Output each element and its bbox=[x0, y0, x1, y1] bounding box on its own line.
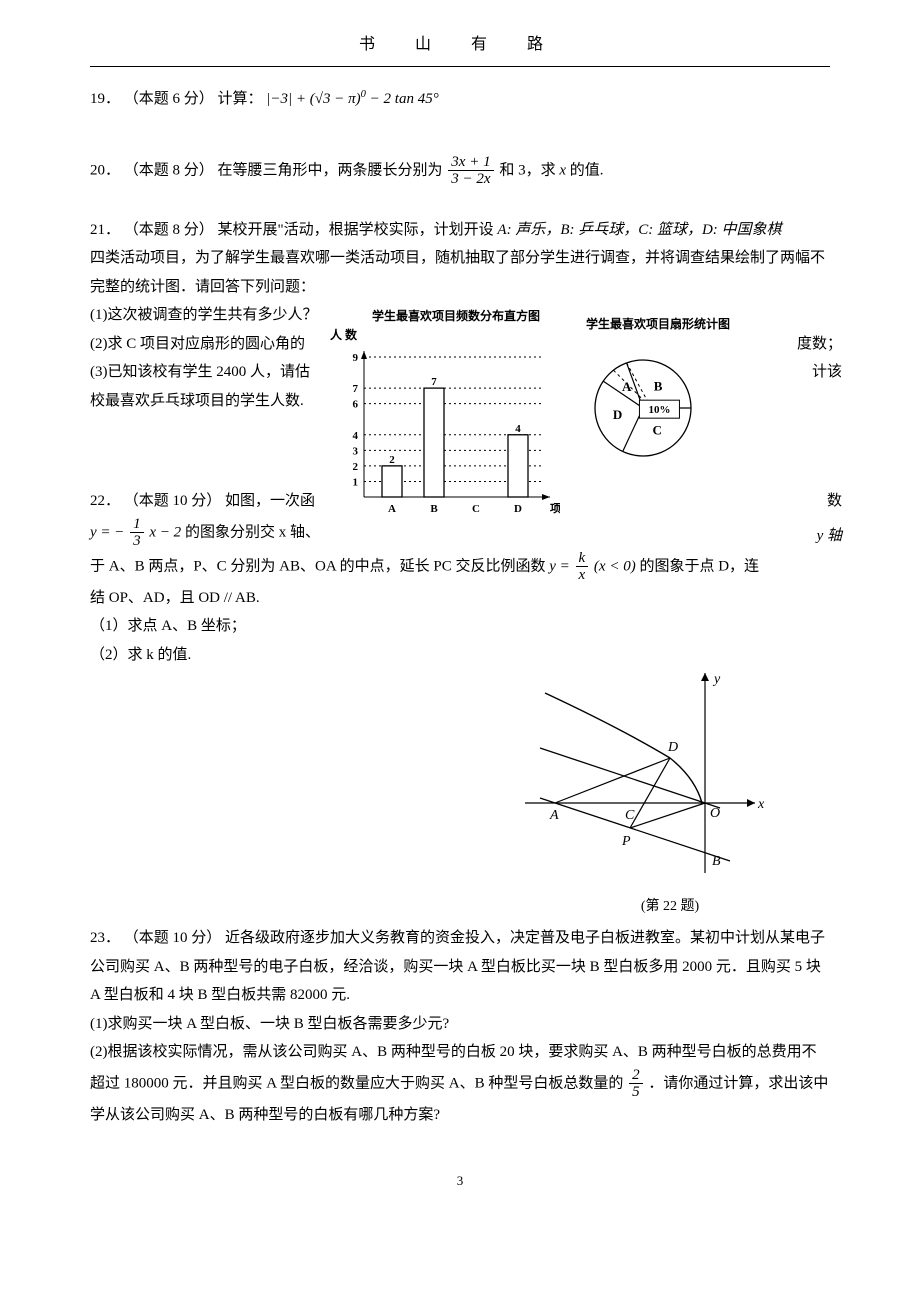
q22-frac2: k x bbox=[576, 550, 589, 584]
q21-points: （本题 8 分） bbox=[124, 222, 214, 238]
q20-points: （本题 8 分） bbox=[124, 162, 214, 178]
q21-l2: 四类活动项目，为了解学生最喜欢哪一类活动项目，随机抽取了部分学生进行调查，并将调… bbox=[90, 244, 830, 301]
q22-eq2cond: (x < 0) bbox=[594, 558, 636, 574]
question-23: 23． （本题 10 分） 近各级政府逐步加大义务教育的资金投入，决定普及电子白… bbox=[90, 924, 830, 1129]
pie-chart-svg: B C DA 10% bbox=[568, 336, 748, 506]
svg-text:6: 6 bbox=[353, 399, 359, 411]
question-19: 19． （本题 6 分） 计算： |−3| + (√3 − π)0 − 2 ta… bbox=[90, 85, 830, 114]
svg-text:2: 2 bbox=[353, 461, 359, 473]
q23-fn: 2 bbox=[629, 1067, 643, 1085]
q22-frac: 1 3 bbox=[130, 516, 144, 550]
page-header: 书 山 有 路 bbox=[90, 30, 830, 67]
q22-svg: A C O x y D P B bbox=[510, 663, 770, 883]
q22-eqpost: x − 2 bbox=[149, 524, 181, 540]
svg-text:2: 2 bbox=[389, 454, 395, 466]
q23-points: （本题 10 分） bbox=[124, 930, 222, 946]
svg-text:A: A bbox=[549, 808, 559, 823]
q22-points: （本题 10 分） bbox=[124, 493, 222, 509]
question-21: 21． （本题 8 分） 某校开展"活动，根据学校实际，计划开设 A: 声乐，B… bbox=[90, 216, 830, 416]
q22-l2: 的图象分别交 x 轴、 bbox=[185, 524, 320, 540]
q23-sub1: (1)求购买一块 A 型白板、一块 B 型白板各需要多少元? bbox=[90, 1010, 830, 1039]
q22-l3a: 于 A、B 两点，P、C 分别为 AB、OA 的中点，延长 PC 交反比例函数 bbox=[90, 558, 549, 574]
q19-expr: |−3| + (√3 − π)0 − 2 tan 45° bbox=[266, 91, 438, 107]
svg-text:4: 4 bbox=[353, 430, 359, 442]
q22-f2d: x bbox=[576, 567, 589, 584]
pie-chart: 学生最喜欢项目扇形统计图 B C DA 10% bbox=[568, 313, 748, 516]
svg-text:x: x bbox=[757, 797, 765, 812]
q23-num: 23． bbox=[90, 930, 120, 946]
bar-title: 学生最喜欢项目频数分布直方图 bbox=[352, 305, 560, 328]
question-22: 22． （本题 10 分） 如图，一次函 数 y = − 1 3 x − 2 的… bbox=[90, 487, 830, 920]
q22-f2n: k bbox=[576, 550, 589, 568]
q19-points: （本题 6 分） bbox=[124, 91, 214, 107]
svg-text:3: 3 bbox=[353, 445, 359, 457]
bar-ylabel: 人 数 bbox=[330, 324, 357, 347]
svg-text:7: 7 bbox=[431, 376, 437, 388]
svg-text:D: D bbox=[667, 740, 678, 755]
q21-sub2a: (2)求 C 项目对应扇形的圆心角的 bbox=[90, 336, 305, 352]
q23-fd: 5 bbox=[629, 1084, 643, 1101]
q21-sub3b: 计该 bbox=[812, 358, 842, 387]
q22-caption: (第 22 题) bbox=[510, 894, 830, 921]
svg-text:9: 9 bbox=[353, 352, 359, 364]
q21-sub2b: 度数； bbox=[797, 330, 842, 359]
q22-l1: 如图，一次函 bbox=[225, 493, 315, 509]
question-20: 20． （本题 8 分） 在等腰三角形中，两条腰长分别为 3x + 1 3 − … bbox=[90, 154, 830, 188]
svg-text:O: O bbox=[710, 806, 720, 821]
page-number: 3 bbox=[90, 1169, 830, 1194]
svg-text:A: A bbox=[622, 379, 632, 394]
svg-text:B: B bbox=[712, 854, 721, 869]
q21-num: 21． bbox=[90, 222, 120, 238]
q22-r1: 数 bbox=[827, 487, 842, 516]
svg-text:B: B bbox=[654, 379, 663, 394]
q21-cats: A: 声乐，B: 乒乓球，C: 篮球，D: 中国象棋 bbox=[497, 222, 781, 238]
pie-title: 学生最喜欢项目扇形统计图 bbox=[568, 313, 748, 336]
q20-t1: 在等腰三角形中，两条腰长分别为 bbox=[218, 162, 443, 178]
q22-fn: 1 bbox=[130, 516, 144, 534]
q21-l1: 某校开展"活动，根据学校实际，计划开设 bbox=[218, 222, 498, 238]
q19-num: 19． bbox=[90, 91, 120, 107]
q22-eqpre: y = − bbox=[90, 524, 124, 540]
q20-frac-den: 3 − 2x bbox=[448, 171, 493, 188]
svg-text:10%: 10% bbox=[648, 404, 670, 416]
q20-t3: 的值. bbox=[570, 162, 604, 178]
svg-text:P: P bbox=[621, 834, 631, 849]
svg-text:4: 4 bbox=[515, 423, 521, 435]
q20-t2: 和 3，求 bbox=[499, 162, 559, 178]
q19-label: 计算： bbox=[218, 91, 263, 107]
svg-text:7: 7 bbox=[353, 383, 359, 395]
q23-frac: 2 5 bbox=[629, 1067, 643, 1101]
q22-sub1: （1）求点 A、B 坐标； bbox=[90, 612, 830, 641]
svg-text:D: D bbox=[613, 407, 622, 422]
q22-l4: 结 OP、AD，且 OD // AB. bbox=[90, 584, 830, 613]
q22-fd: 3 bbox=[130, 533, 144, 550]
svg-text:C: C bbox=[652, 422, 661, 437]
q22-eq2pre: y = bbox=[549, 558, 573, 574]
q22-r2: y 轴 bbox=[817, 522, 842, 551]
q20-num: 20． bbox=[90, 162, 120, 178]
q22-diagram: A C O x y D P B (第 22 题) bbox=[510, 663, 830, 920]
svg-text:C: C bbox=[625, 808, 635, 823]
q22-l3b: 的图象于点 D，连 bbox=[639, 558, 759, 574]
svg-text:y: y bbox=[712, 672, 721, 687]
q20-frac: 3x + 1 3 − 2x bbox=[448, 154, 493, 188]
q22-num: 22． bbox=[90, 493, 120, 509]
q21-sub3a: (3)已知该校有学生 2400 人，请估 bbox=[90, 364, 310, 380]
q20-var: x bbox=[559, 162, 566, 178]
q20-frac-num: 3x + 1 bbox=[448, 154, 493, 172]
